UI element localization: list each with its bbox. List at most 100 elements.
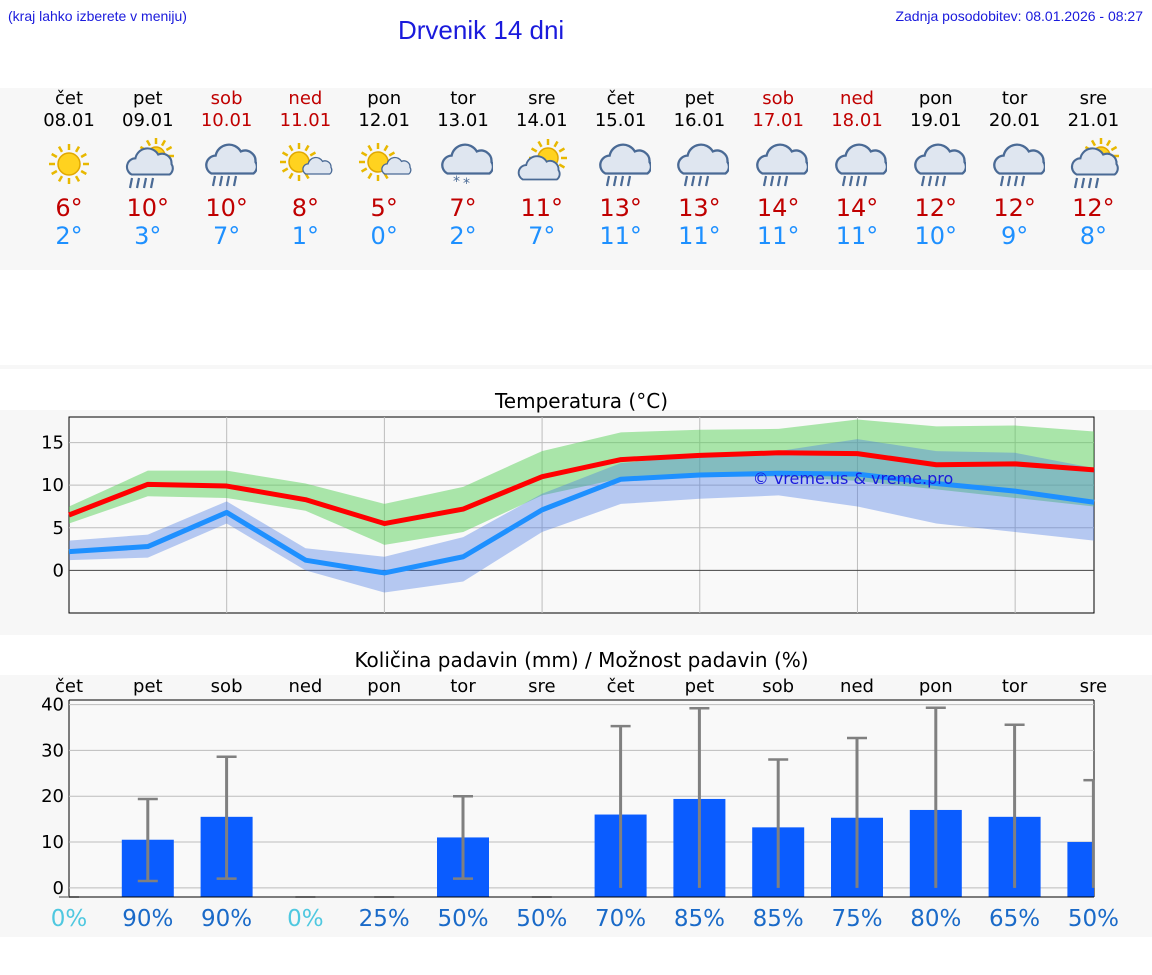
y-tick-label: 20 — [41, 786, 64, 807]
day-forecast: pet 16.01 13° 11° — [659, 88, 739, 250]
min-temp: 2° — [55, 222, 83, 250]
max-temp: 10° — [205, 194, 248, 222]
day-date: 08.01 — [43, 110, 95, 131]
day-forecast: tor 13.01 * * 7° 2° — [423, 88, 503, 250]
min-temp: 3° — [134, 222, 162, 250]
max-temp: 12° — [1072, 194, 1115, 222]
probability-label: 90% — [201, 906, 252, 932]
x-category-label: sre — [528, 676, 555, 697]
x-category-label: sob — [211, 676, 243, 697]
day-forecast: tor 20.01 12° 9° — [975, 88, 1055, 250]
day-date: 09.01 — [122, 110, 174, 131]
temperature-chart: 0 5 10 15 Temperatura (°C) © vreme.us & vreme… — [41, 389, 1095, 614]
chart-title: Temperatura (°C) — [494, 389, 668, 413]
day-date: 11.01 — [279, 110, 332, 131]
day-name: sob — [210, 88, 243, 109]
cloud-rain-icon — [756, 143, 809, 187]
sun-small-cloud-icon — [280, 143, 333, 181]
day-date: 18.01 — [831, 110, 883, 131]
cloud-snow-icon: * * — [441, 143, 493, 190]
y-tick-label: 5 — [53, 518, 64, 539]
max-temp: 12° — [993, 194, 1036, 222]
y-tick-label: 40 — [41, 695, 64, 716]
max-temp-line — [68, 450, 1095, 527]
max-temp: 10° — [126, 194, 170, 222]
max-temp: 14° — [835, 194, 879, 222]
y-tick-label: 0 — [53, 878, 64, 899]
cloud-rain-icon — [204, 143, 257, 187]
day-name: ned — [840, 88, 874, 109]
min-temp: 11° — [678, 222, 721, 250]
day-name: tor — [450, 88, 476, 109]
max-temp: 11° — [520, 194, 564, 222]
day-date: 16.01 — [673, 110, 726, 131]
min-temp: 7° — [212, 222, 241, 250]
day-date: 15.01 — [594, 110, 647, 131]
y-tick-label: 10 — [41, 475, 64, 496]
day-name: ned — [288, 88, 323, 109]
page-title: Drvenik 14 dni — [398, 15, 565, 45]
chart-title: Količina padavin (mm) / Možnost padavin … — [354, 648, 808, 672]
min-temp: 7° — [528, 222, 556, 250]
day-forecast: ned 18.01 14° 11° — [817, 88, 897, 250]
x-category-label: sob — [762, 676, 794, 697]
min-temp: 11° — [835, 222, 879, 250]
min-temp: 1° — [291, 222, 320, 250]
day-date: 19.01 — [910, 110, 962, 131]
probability-label: 50% — [437, 906, 488, 932]
day-name: pet — [684, 88, 715, 109]
probability-label: 50% — [1068, 906, 1119, 932]
day-name: sre — [528, 88, 556, 109]
max-temp: 8° — [291, 194, 320, 222]
probability-label: 90% — [122, 906, 173, 932]
x-category-label: čet — [55, 676, 83, 697]
day-forecast: čet 15.01 13° 11° — [581, 88, 661, 250]
day-date: 17.01 — [752, 110, 804, 131]
y-tick-label: 0 — [53, 560, 64, 581]
probability-label: 65% — [989, 906, 1040, 932]
sun-small-cloud-icon — [359, 143, 412, 181]
svg-text:*: * — [463, 176, 470, 190]
x-category-label: ned — [840, 676, 874, 697]
x-category-label: tor — [1002, 676, 1028, 697]
probability-label: 0% — [287, 906, 324, 932]
day-name: čet — [606, 88, 635, 109]
cloud-rain-icon — [835, 143, 887, 187]
min-temp: 9° — [1000, 222, 1029, 250]
sun-cloud-rain-icon — [125, 138, 174, 189]
precipitation-chart: 0 10 20 30 40 Količina padavin (mm) / Možnost… — [41, 648, 1119, 932]
probability-label: 0% — [51, 906, 88, 932]
min-temp: 0° — [370, 222, 398, 250]
min-temp-line — [68, 470, 1095, 576]
day-forecast: sob 17.01 14° 11° — [738, 88, 818, 250]
day-forecast: pon 19.01 12° 10° — [896, 88, 976, 250]
day-forecast: ned 11.01 8° 1° — [265, 88, 345, 250]
probability-label: 25% — [359, 906, 410, 932]
day-forecast: sre 14.01 11° 7° — [502, 88, 582, 250]
day-forecast: čet 08.01 6° 2° — [29, 88, 109, 250]
last-updated: Zadnja posodobitev: 08.01.2026 - 08:27 — [895, 8, 1143, 24]
x-category-label: pon — [919, 676, 953, 697]
sun-cloud-rain-icon — [1071, 138, 1120, 189]
min-temp: 2° — [449, 222, 477, 250]
day-date: 13.01 — [437, 110, 489, 131]
day-forecast: sob 10.01 10° 7° — [187, 88, 267, 250]
day-date: 10.01 — [200, 110, 253, 131]
min-temp: 11° — [756, 222, 800, 250]
divider — [0, 365, 1152, 369]
cloud-rain-icon — [992, 143, 1045, 187]
sun-icon — [49, 144, 89, 184]
max-range-band — [69, 419, 1094, 545]
max-temp: 5° — [370, 194, 398, 222]
y-tick-label: 30 — [41, 740, 64, 761]
min-temp: 10° — [914, 222, 958, 250]
cloud-rain-icon — [913, 143, 966, 187]
max-temp: 7° — [449, 194, 477, 222]
precip-bar — [1067, 842, 1094, 897]
probability-label: 85% — [753, 906, 804, 932]
day-name: pon — [918, 88, 953, 109]
cloud-rain-icon — [598, 143, 651, 187]
day-date: 12.01 — [358, 110, 410, 131]
y-tick-label: 10 — [41, 832, 64, 853]
probability-label: 70% — [595, 906, 646, 932]
